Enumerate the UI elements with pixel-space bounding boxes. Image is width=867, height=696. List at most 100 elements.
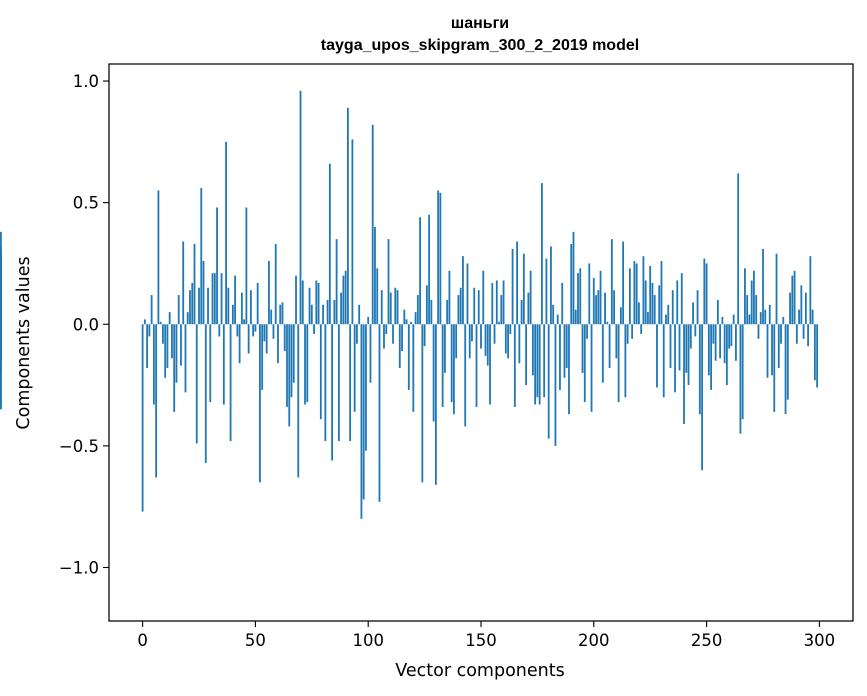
bar-189 (568, 324, 570, 415)
bar-288 (791, 275, 794, 325)
bar-152 (484, 324, 487, 356)
bar-40 (231, 304, 234, 325)
bar-257 (721, 316, 724, 325)
bar-7 (157, 190, 160, 325)
bar-undefined (0, 251, 2, 325)
bar-1 (143, 319, 146, 325)
bar-232 (665, 314, 667, 325)
bar-201 (595, 295, 597, 325)
x-tick-label: 250 (691, 631, 723, 650)
bar-276 (764, 309, 767, 325)
bar-132 (439, 192, 442, 325)
bar-248 (701, 324, 703, 471)
bar-96 (358, 304, 361, 325)
x-tick-label: 50 (245, 631, 266, 650)
bar-68 (295, 275, 297, 325)
bar-11 (166, 324, 169, 369)
bar-24 (195, 324, 198, 444)
bar-10 (164, 324, 167, 378)
bar-287 (789, 292, 791, 325)
bar-291 (798, 309, 800, 325)
bar-297 (811, 309, 814, 325)
bar-255 (716, 299, 719, 325)
bar-104 (376, 268, 379, 325)
bar-226 (651, 282, 654, 325)
bar-260 (728, 324, 731, 349)
bar-63 (283, 324, 286, 352)
bar-258 (723, 324, 726, 364)
bar-227 (653, 295, 656, 325)
bar-147 (473, 287, 476, 325)
bar-298 (813, 324, 816, 381)
bar-33 (216, 207, 218, 325)
bar-223 (644, 280, 647, 325)
bar-13 (171, 324, 173, 359)
bar-111 (392, 324, 394, 344)
bar-87 (337, 324, 340, 442)
bar-93 (351, 139, 354, 325)
bar-92 (349, 324, 352, 442)
x-tick-label: 300 (804, 631, 836, 650)
bar-236 (674, 324, 676, 393)
bar-274 (759, 312, 762, 325)
bar-91 (347, 107, 349, 325)
bar-154 (489, 324, 491, 405)
bar-167 (518, 324, 521, 364)
bar-38 (227, 287, 230, 325)
bar-57 (270, 309, 273, 325)
bar-46 (245, 207, 248, 325)
bar-239 (680, 273, 683, 325)
bar-67 (292, 324, 295, 383)
bar-272 (755, 295, 758, 325)
bar-285 (784, 324, 787, 415)
bar-293 (802, 324, 805, 339)
bar-193 (577, 273, 579, 325)
bar-207 (608, 324, 611, 369)
bar-123 (419, 217, 421, 325)
bar-261 (730, 324, 733, 347)
bar-53 (261, 324, 264, 390)
bar-48 (249, 290, 252, 325)
bar-230 (660, 261, 663, 325)
bar-112 (394, 287, 397, 325)
bar-62 (281, 302, 284, 325)
bar-50 (254, 324, 257, 332)
bar-294 (804, 292, 807, 325)
bar-292 (800, 285, 803, 325)
bar-0 (141, 324, 144, 512)
bar-235 (671, 290, 674, 325)
bar-186 (561, 282, 564, 325)
bar-20 (186, 312, 189, 325)
bar-44 (240, 292, 243, 325)
bar-138 (453, 324, 455, 415)
bar-142 (462, 256, 464, 325)
y-tick-label: −1.0 (59, 558, 99, 577)
bar-190 (570, 243, 573, 325)
bar-113 (396, 290, 399, 325)
bar-171 (527, 292, 530, 325)
bar-244 (692, 302, 694, 325)
bar-146 (471, 324, 473, 342)
bar-266 (741, 324, 744, 420)
y-axis-ticks: −1.0 −0.5 0.0 0.5 1.0 (59, 72, 109, 577)
bar-222 (642, 256, 645, 325)
bar-19 (184, 324, 187, 393)
bar-117 (405, 319, 408, 325)
bar-268 (746, 295, 749, 325)
bar-246 (696, 290, 699, 325)
bar-184 (556, 314, 559, 325)
bar-55 (265, 324, 268, 354)
bar-242 (687, 324, 690, 386)
bar-65 (288, 324, 291, 427)
bar-240 (683, 324, 685, 424)
bar-103 (374, 226, 376, 325)
bar-149 (477, 290, 480, 325)
bar-156 (493, 324, 496, 344)
bar-66 (290, 324, 293, 398)
bar-282 (777, 324, 780, 369)
bar-74 (308, 287, 311, 325)
bar-181 (550, 246, 552, 325)
bar-185 (559, 324, 561, 390)
bar-120 (412, 324, 415, 412)
